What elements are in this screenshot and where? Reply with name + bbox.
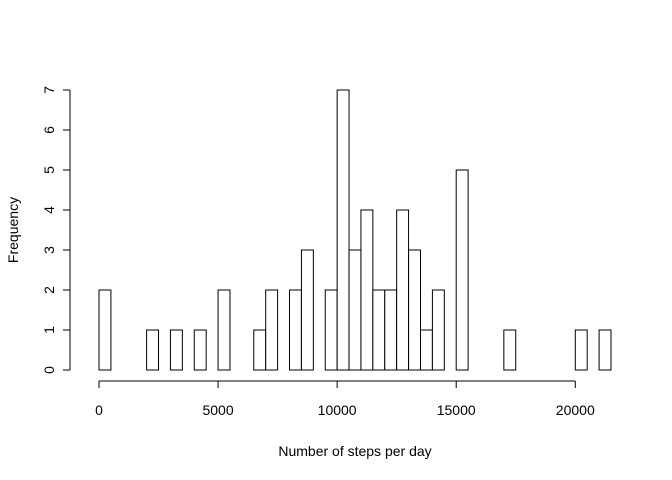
histogram-bar <box>336 89 350 371</box>
y-tick-label: 6 <box>41 126 57 134</box>
histogram-bar <box>384 289 398 371</box>
y-tick-label: 7 <box>41 86 57 94</box>
x-axis: 0 5000 10000 15000 20000 <box>95 380 595 418</box>
y-axis-title: Frequency <box>5 197 21 263</box>
histogram-bar <box>503 329 517 371</box>
histogram-bar <box>217 289 231 371</box>
histogram-bar <box>324 289 338 371</box>
histogram-bar <box>598 329 612 371</box>
histogram-bar <box>169 329 183 371</box>
x-tick-label: 15000 <box>437 402 476 418</box>
histogram-bar <box>408 249 421 371</box>
y-tick-label: 2 <box>41 286 57 294</box>
x-tick-label: 10000 <box>318 402 357 418</box>
histogram-bar <box>265 289 279 371</box>
histogram-bar <box>289 289 302 371</box>
y-tick-label: 0 <box>41 366 57 374</box>
histogram-bar <box>396 209 410 371</box>
histogram-bar <box>372 289 386 371</box>
y-axis: 0 1 2 3 4 5 6 7 <box>41 86 71 374</box>
histogram-bar <box>193 329 207 371</box>
histogram-bar <box>360 209 374 371</box>
histogram-bar <box>146 329 160 371</box>
x-tick-label: 5000 <box>202 402 233 418</box>
x-axis-title: Number of steps per day <box>278 443 431 459</box>
histogram-bar <box>98 289 112 371</box>
y-tick-label: 5 <box>41 166 57 174</box>
histogram-bar <box>300 249 314 371</box>
bars-group <box>98 89 612 371</box>
x-tick-label: 0 <box>95 402 103 418</box>
histogram-bar <box>253 329 267 371</box>
y-tick-label: 3 <box>41 246 57 254</box>
histogram-bar <box>431 289 445 371</box>
histogram-bar <box>455 169 469 371</box>
histogram-bar <box>419 329 433 371</box>
x-tick-label: 20000 <box>556 402 595 418</box>
y-tick-label: 1 <box>41 326 57 334</box>
histogram-bar <box>348 249 362 371</box>
histogram-bar <box>574 329 588 371</box>
y-tick-label: 4 <box>41 206 57 214</box>
